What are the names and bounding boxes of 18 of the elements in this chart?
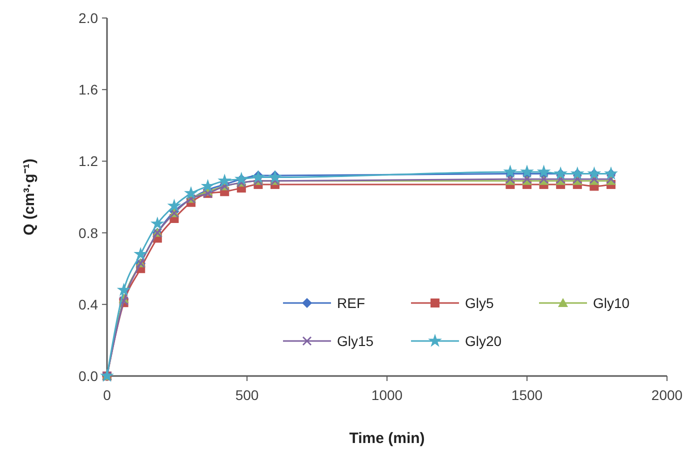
y-axis-title: Q (cm³·g⁻¹): [21, 158, 38, 236]
y-tick-label: 1.2: [78, 153, 98, 170]
legend-label: REF: [337, 295, 365, 311]
y-tick-label: 2.0: [78, 10, 98, 26]
x-tick-label: 500: [235, 387, 259, 403]
legend-label: Gly15: [337, 333, 374, 349]
x-axis-title: Time (min): [349, 430, 425, 447]
legend-label: Gly5: [465, 295, 494, 311]
x-tick-label: 0: [103, 387, 112, 403]
x-tick-label: 1500: [511, 387, 543, 403]
y-tick-label: 0.8: [78, 224, 98, 241]
y-tick-label: 1.6: [78, 82, 98, 98]
y-tick-label: 0.0: [78, 368, 98, 384]
y-tick-label: 0.4: [78, 296, 98, 312]
legend-label: Gly10: [593, 295, 630, 311]
x-tick-label: 1000: [371, 387, 403, 403]
legend-label: Gly20: [465, 333, 502, 349]
x-tick-label: 2000: [651, 387, 683, 403]
